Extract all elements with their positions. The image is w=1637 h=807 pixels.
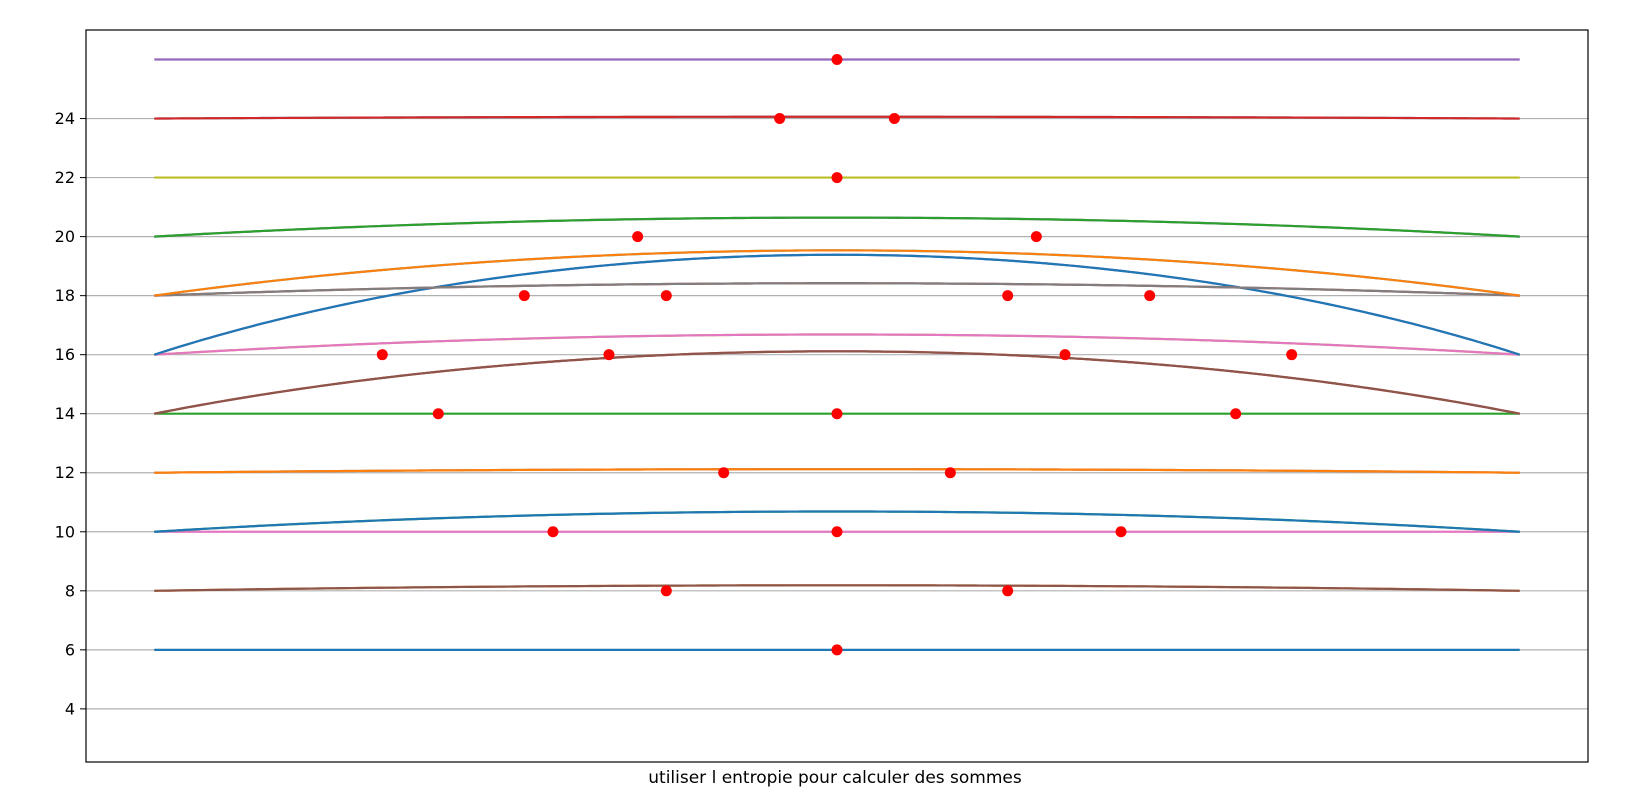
- series-curve: [154, 584, 1520, 592]
- peak-point: [660, 585, 672, 597]
- series-curve: [154, 510, 1520, 533]
- peak-point: [660, 290, 672, 302]
- y-tick-label: 10: [55, 522, 75, 541]
- peak-point: [831, 644, 843, 656]
- peak-point: [774, 113, 786, 125]
- peak-point: [718, 467, 730, 479]
- peak-point: [547, 526, 559, 538]
- series-curve: [154, 350, 1520, 415]
- peak-point: [831, 526, 843, 538]
- y-tick-label: 16: [55, 345, 75, 364]
- y-tick-label: 22: [55, 168, 75, 187]
- y-tick-label: 18: [55, 286, 75, 305]
- series-curve: [154, 468, 1520, 474]
- peak-point: [831, 172, 843, 184]
- peak-point: [1115, 526, 1127, 538]
- peak-point: [831, 54, 843, 66]
- peak-points: [376, 54, 1298, 656]
- y-tick-label: 14: [55, 404, 75, 423]
- y-tick-label: 6: [65, 640, 75, 659]
- peak-point: [944, 467, 956, 479]
- series-curve: [154, 249, 1520, 297]
- peak-point: [1002, 290, 1014, 302]
- peak-point: [888, 113, 900, 125]
- x-axis-label: utiliser l entropie pour calculer des so…: [648, 768, 1022, 788]
- peak-point: [1030, 231, 1042, 243]
- peak-point: [432, 408, 444, 420]
- y-tick-label: 12: [55, 463, 75, 482]
- peak-point: [1144, 290, 1156, 302]
- peak-point: [831, 408, 843, 420]
- series-curve: [154, 216, 1520, 238]
- peak-point: [1002, 585, 1014, 597]
- y-tick-label: 24: [55, 109, 75, 128]
- peak-point: [376, 349, 388, 361]
- y-tick-label: 4: [65, 699, 75, 718]
- y-tick-label: 8: [65, 581, 75, 600]
- y-axis-ticks: 4 6 8 10 12 14 16 18 20 22 24: [55, 109, 86, 718]
- peak-point: [1230, 408, 1242, 420]
- series-curve: [154, 333, 1520, 356]
- peak-point: [1286, 349, 1298, 361]
- plot-frame: [85, 29, 1589, 763]
- peak-point: [518, 290, 530, 302]
- peak-point: [632, 231, 644, 243]
- peak-point: [603, 349, 615, 361]
- series-curve: [153, 253, 1521, 356]
- peak-point: [1059, 349, 1071, 361]
- series-curve: [154, 282, 1520, 297]
- y-tick-label: 20: [55, 227, 75, 246]
- series-curve: [154, 115, 1520, 120]
